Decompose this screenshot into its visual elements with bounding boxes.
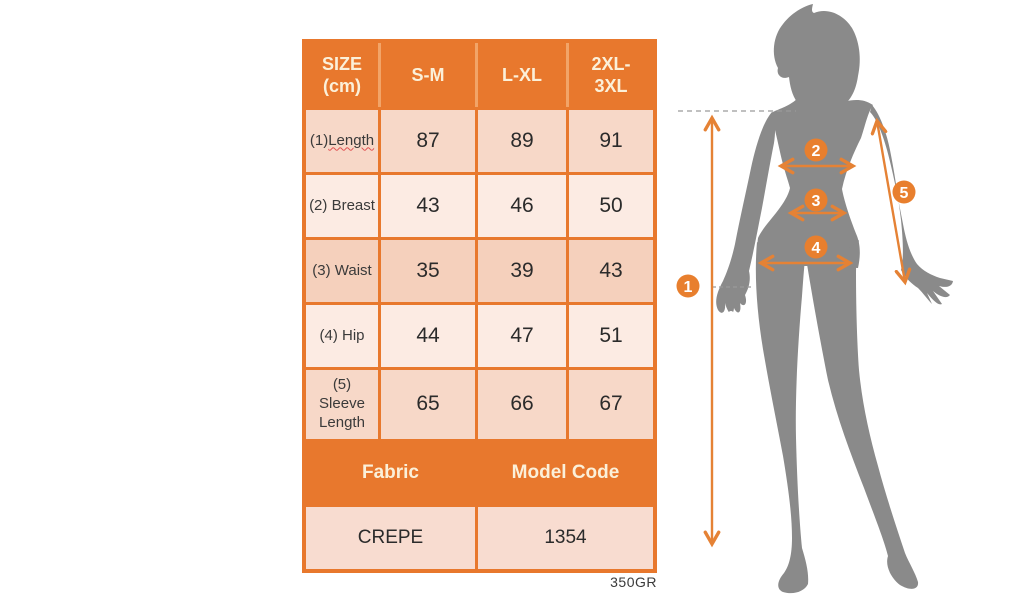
value-cell: 50 (569, 175, 653, 237)
marker-2-label: 2 (812, 143, 821, 160)
measurement-markers: 1 2 3 4 5 (676, 138, 916, 298)
header-cell-2XL-3XL: 2XL- 3XL (569, 43, 653, 107)
header-cell-L-XL: L-XL (478, 43, 566, 107)
row-label-cell: (3) Waist (306, 240, 378, 302)
marker-4-label: 4 (812, 240, 821, 257)
silhouette-left-arm (716, 112, 776, 314)
woman-silhouette (716, 4, 953, 594)
silhouette-right-leg (806, 240, 919, 589)
value-cell: 46 (478, 175, 566, 237)
silhouette-head (773, 4, 860, 104)
fabric-header-cell: Fabric (306, 442, 475, 504)
header-cell-size: SIZE (cm) (306, 43, 378, 107)
row-label-cell: (2) Breast (306, 175, 378, 237)
row-label-cell: (1) Length (306, 110, 378, 172)
weight-note: 350GR (610, 574, 657, 590)
silhouette-left-leg (755, 242, 809, 594)
value-cell: 66 (478, 370, 566, 439)
marker-1-icon (676, 274, 700, 298)
marker-2-icon (804, 138, 828, 162)
marker-5-icon (892, 180, 916, 204)
model-code-header-cell: Model Code (478, 442, 653, 504)
value-cell: 43 (381, 175, 475, 237)
value-cell: 43 (569, 240, 653, 302)
value-cell: 44 (381, 305, 475, 367)
size-chart-table: SIZE (cm) S-M L-XL 2XL- 3XL (1) Length 87 89 91… (302, 39, 657, 573)
value-cell: 67 (569, 370, 653, 439)
header-cell-S-M: S-M (381, 43, 475, 107)
measurement-figure: 1 2 3 4 5 (676, 4, 953, 594)
sleeve-arrow (877, 121, 905, 282)
row-label-cell: (4) Hip (306, 305, 378, 367)
value-cell: 35 (381, 240, 475, 302)
marker-1-label: 1 (684, 279, 693, 296)
value-cell: 47 (478, 305, 566, 367)
fabric-value-cell: CREPE (306, 507, 475, 569)
silhouette-torso (757, 95, 873, 271)
value-cell: 91 (569, 110, 653, 172)
value-cell: 87 (381, 110, 475, 172)
marker-5-label: 5 (900, 185, 909, 202)
silhouette-right-arm (870, 105, 953, 305)
marker-3-label: 3 (812, 193, 821, 210)
marker-3-icon (804, 188, 828, 212)
marker-4-icon (804, 235, 828, 259)
value-cell: 65 (381, 370, 475, 439)
value-cell: 39 (478, 240, 566, 302)
model-code-value-cell: 1354 (478, 507, 653, 569)
value-cell: 51 (569, 305, 653, 367)
value-cell: 89 (478, 110, 566, 172)
row-label-cell: (5) Sleeve Length (306, 370, 378, 439)
